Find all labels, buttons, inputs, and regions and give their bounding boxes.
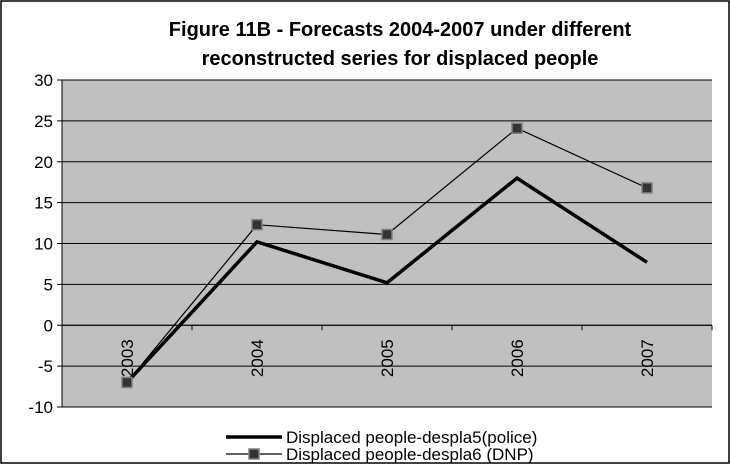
y-tick-label: -5 bbox=[38, 357, 53, 376]
series-layer bbox=[121, 122, 653, 389]
y-axis: -10 -5 0 5 10 15 20 25 30 bbox=[28, 71, 63, 417]
y-tick-label: 15 bbox=[34, 194, 53, 213]
series-2-point bbox=[251, 218, 263, 231]
x-axis: 2003 2004 2005 2006 2007 bbox=[61, 324, 713, 377]
x-tick-label: 2007 bbox=[638, 339, 657, 377]
y-tick-label: 5 bbox=[44, 275, 53, 294]
series-line-1 bbox=[125, 175, 648, 384]
y-tick-label: 0 bbox=[44, 316, 53, 335]
x-tick-label: 2006 bbox=[508, 339, 527, 377]
series-2-point bbox=[381, 228, 393, 241]
chart-title-line2: reconstructed series for displaced peopl… bbox=[202, 48, 599, 70]
y-tick-label: 10 bbox=[34, 235, 53, 254]
series-2-point bbox=[511, 122, 523, 134]
y-tick-label: 25 bbox=[34, 112, 53, 131]
y-tick-label: -10 bbox=[28, 398, 53, 417]
series-2-point bbox=[121, 376, 133, 389]
y-tick-label: 20 bbox=[34, 153, 53, 172]
y-tick-label: 30 bbox=[34, 71, 53, 90]
series-2-point bbox=[641, 182, 653, 194]
legend-label-1: Displaced people-despla5(police) bbox=[286, 428, 537, 447]
legend-marker bbox=[248, 448, 260, 460]
chart-title-line1: Figure 11B - Forecasts 2004-2007 under d… bbox=[169, 19, 632, 41]
legend: Displaced people-despla5(police)Displace… bbox=[226, 428, 537, 464]
legend-label-2: Displaced people-despla6 (DNP) bbox=[286, 445, 534, 464]
x-tick-label: 2004 bbox=[248, 339, 267, 377]
x-tick-label: 2003 bbox=[118, 339, 137, 377]
x-tick-label: 2005 bbox=[378, 339, 397, 377]
